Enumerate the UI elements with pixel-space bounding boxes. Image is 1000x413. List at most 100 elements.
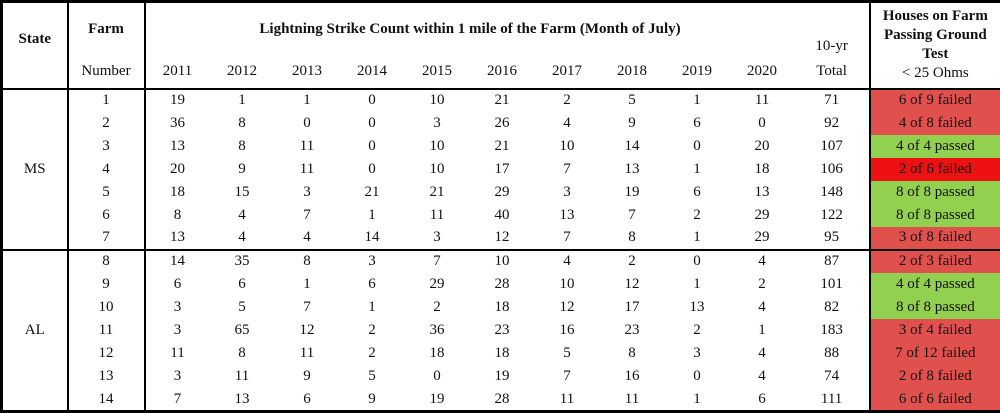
strike-count-cell: 23 — [624, 322, 640, 339]
strike-count-cell: 21 — [429, 183, 445, 200]
strike-count-cell: 11 — [624, 390, 640, 407]
strike-count-cell: 19 — [624, 183, 640, 200]
ground-test-status-cell: 2 of 3 failed — [868, 248, 1000, 273]
strike-count-cell: 7 — [563, 160, 571, 177]
strike-count-cell: 4 — [238, 229, 246, 246]
strike-count-cell: 3 — [693, 345, 701, 362]
strike-count-cell: 0 — [758, 114, 766, 131]
strike-count-cell: 20 — [170, 160, 185, 177]
header-state: State — [1, 1, 69, 90]
strike-count-cell: 17 — [494, 160, 510, 177]
strike-count-cell: 8 — [238, 137, 246, 154]
farm-number-cell: 2 — [67, 111, 146, 135]
state-cell: MS — [1, 88, 69, 250]
strike-count-cell: 11 — [429, 206, 445, 223]
table-row: 9 6 6 1 6 29 28 10 12 1 2 101 4 of 4 passed — [2, 273, 1000, 297]
farm-number-cell: 4 — [67, 157, 146, 181]
strike-count-cell: 3 — [173, 368, 182, 385]
ground-test-status-cell: 2 of 6 failed — [868, 157, 1000, 181]
table-row: 11 3 65 12 2 36 23 16 23 2 1 183 3 of 4 failed — [2, 319, 1000, 343]
total-cell: 111 — [820, 390, 843, 407]
strike-count-cell: 10 — [429, 137, 445, 154]
total-cell: 183 — [820, 322, 843, 339]
strike-count-cell: 12 — [559, 299, 575, 316]
ground-test-status-cell: 4 of 4 passed — [868, 273, 1000, 297]
strike-count-cell: 35 — [209, 248, 275, 273]
ground-test-status-cell: 6 of 6 failed — [868, 388, 1000, 412]
strike-count-cell: 21 — [494, 92, 510, 109]
strike-count-cell: 19 — [494, 368, 510, 385]
strike-count-cell: 23 — [494, 322, 510, 339]
strike-count-cell: 10 — [429, 160, 445, 177]
strike-count-cell: 6 — [238, 276, 246, 293]
table-row: 5 18 15 3 21 21 29 3 19 6 13 148 8 of 8 passed — [2, 180, 1000, 204]
header-houses-line3: Test — [922, 46, 949, 63]
strike-count-cell: 6 — [693, 114, 701, 131]
strike-count-cell: 11 — [754, 92, 770, 109]
strike-count-cell: 2 — [368, 345, 376, 362]
strike-count-cell: 2 — [758, 276, 766, 293]
strike-count-cell: 1 — [303, 92, 311, 109]
strike-count-cell: 4 — [303, 229, 311, 246]
farm-number-cell: 1 — [67, 88, 146, 112]
strike-count-cell: 7 — [173, 390, 182, 407]
strike-count-cell: 18 — [170, 183, 185, 200]
ground-test-status-cell: 4 of 8 failed — [868, 111, 1000, 135]
table-row: AL 8 14 35 8 3 7 10 4 2 0 4 87 2 of 3 failed — [1, 248, 1000, 412]
strike-count-cell: 4 — [729, 248, 795, 273]
strike-count-cell: 11 — [234, 368, 250, 385]
strike-count-cell: 3 — [173, 299, 182, 316]
strike-count-cell: 1 — [693, 276, 701, 293]
total-cell: 95 — [824, 229, 840, 246]
strike-count-cell: 8 — [628, 229, 636, 246]
ground-test-status-cell: 2 of 8 failed — [868, 365, 1000, 389]
strike-count-cell: 8 — [238, 345, 246, 362]
table-row: 2 36 8 0 0 3 26 4 9 6 0 92 4 of 8 failed — [2, 111, 1000, 135]
strike-count-cell: 13 — [234, 390, 250, 407]
strike-count-cell: 18 — [494, 345, 510, 362]
strike-count-cell: 40 — [494, 206, 510, 223]
header-strike-title: Lightning Strike Count within 1 mile of … — [144, 1, 795, 56]
strike-count-cell: 11 — [299, 345, 315, 362]
table-row: 13 3 11 9 5 0 19 7 16 0 4 74 2 of 8 failed — [2, 365, 1000, 389]
strike-count-cell: 13 — [754, 183, 770, 200]
strike-count-cell: 15 — [234, 183, 250, 200]
strike-count-cell: 29 — [494, 183, 510, 200]
strike-count-cell: 13 — [559, 206, 575, 223]
ground-test-status-cell: 7 of 12 failed — [868, 342, 1000, 366]
strike-count-cell: 1 — [693, 92, 701, 109]
strike-count-cell: 19 — [429, 390, 445, 407]
strike-count-cell: 0 — [693, 368, 701, 385]
strike-count-cell: 29 — [429, 276, 445, 293]
strike-count-cell: 4 — [563, 114, 571, 131]
total-cell: 87 — [794, 248, 870, 273]
header-year-2014: 2014 — [339, 55, 405, 90]
header-year-2017: 2017 — [534, 55, 600, 90]
strike-count-cell: 21 — [364, 183, 380, 200]
strike-count-cell: 16 — [624, 368, 640, 385]
ground-test-status-cell: 3 of 4 failed — [868, 319, 1000, 343]
table-row: MS 1 19 1 1 0 10 21 2 5 1 11 71 6 of 9 failed — [1, 88, 1000, 250]
table-row: 3 13 8 11 0 10 21 10 14 0 20 107 4 of 4 passed — [2, 134, 1000, 158]
strike-count-cell: 8 — [628, 345, 636, 362]
header-houses-ground-test: Houses on Farm Passing Ground Test < 25 … — [868, 1, 1000, 90]
table-row: 14 7 13 6 9 19 28 11 11 1 6 111 6 of 6 failed — [2, 388, 1000, 412]
header-houses-line2: Passing Ground — [883, 27, 987, 44]
total-cell: 71 — [824, 92, 840, 109]
strike-count-cell: 7 — [303, 206, 311, 223]
header-year-2012: 2012 — [209, 55, 275, 90]
ground-test-status-cell: 4 of 4 passed — [868, 134, 1000, 158]
strike-count-cell: 4 — [758, 368, 766, 385]
strike-count-cell: 28 — [494, 276, 510, 293]
strike-count-cell: 0 — [664, 248, 730, 273]
strike-count-cell: 0 — [368, 160, 376, 177]
strike-count-cell: 0 — [693, 137, 701, 154]
state-cell: AL — [1, 248, 69, 412]
strike-count-cell: 0 — [368, 92, 376, 109]
strike-count-cell: 13 — [170, 229, 185, 246]
strike-count-cell: 14 — [624, 137, 640, 154]
strike-count-cell: 11 — [559, 390, 575, 407]
header-10yr: 10-yr — [794, 1, 870, 56]
header-year-2011: 2011 — [144, 55, 210, 90]
